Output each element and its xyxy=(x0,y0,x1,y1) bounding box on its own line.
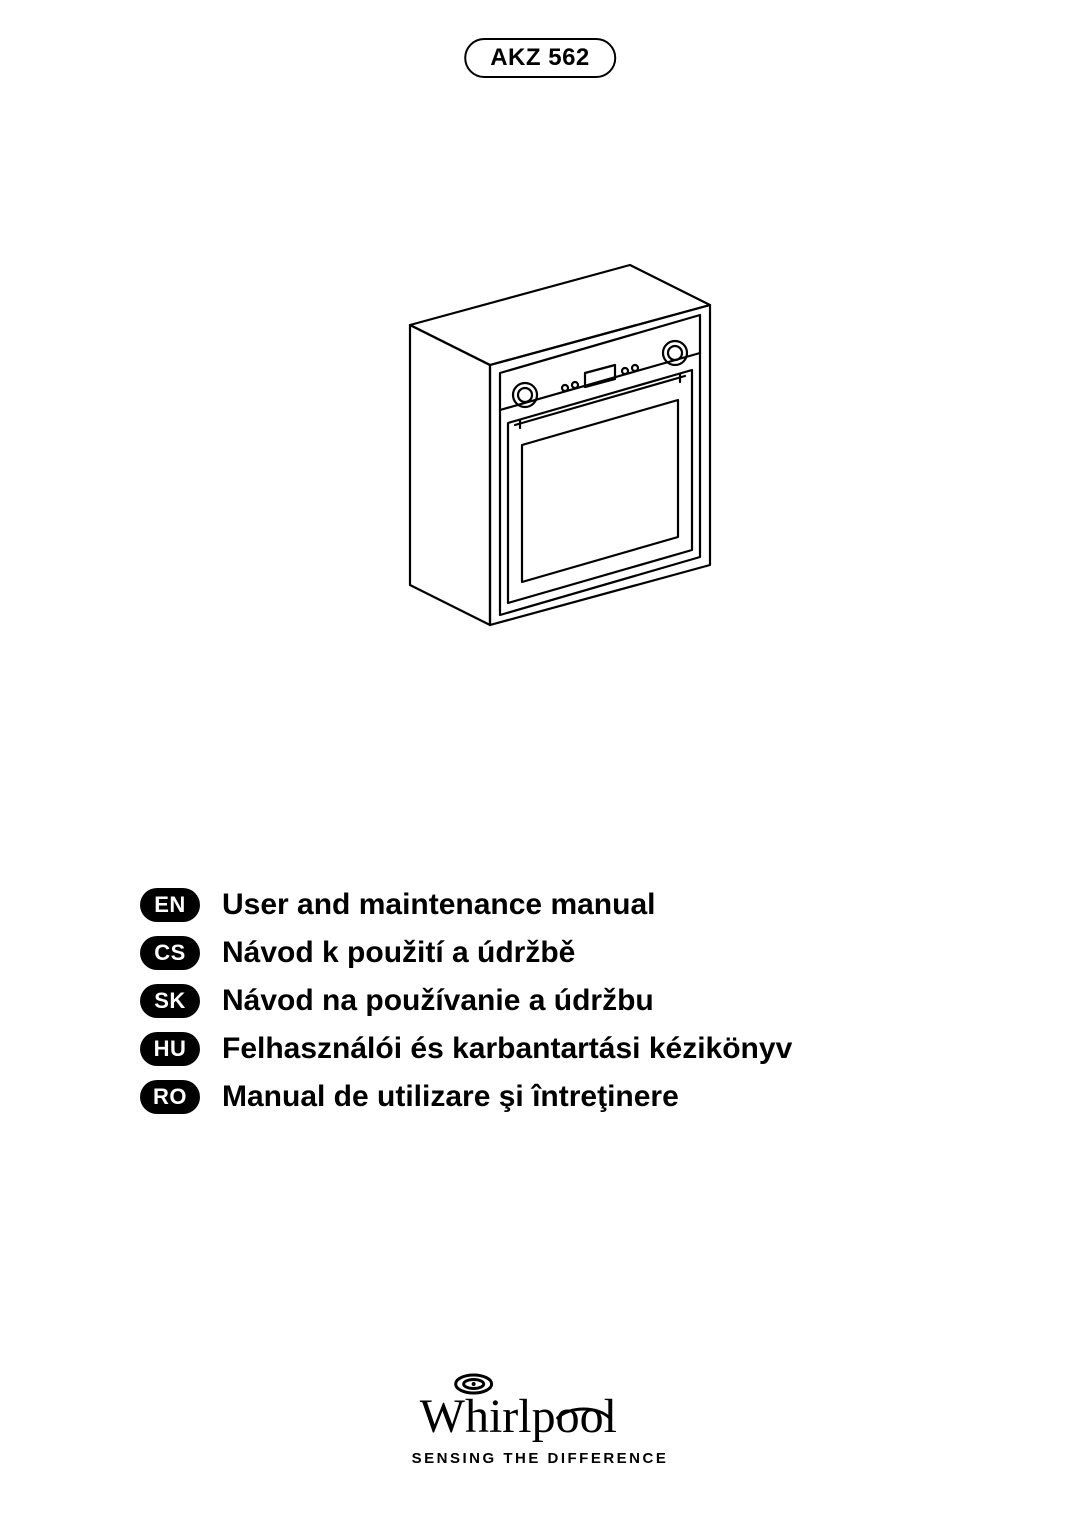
lang-code-pill: EN xyxy=(140,888,200,922)
language-row: SK Návod na používanie a údržbu xyxy=(140,984,980,1018)
brand-block: Whirlpool SENSING THE DIFFERENCE xyxy=(412,1370,669,1467)
brand-logo-icon: Whirlpool xyxy=(420,1370,660,1448)
language-row: HU Felhasználói és karbantartási kézikön… xyxy=(140,1032,980,1066)
product-illustration xyxy=(350,245,730,645)
brand-wordmark: Whirlpool xyxy=(420,1390,617,1443)
lang-title: User and maintenance manual xyxy=(222,888,655,922)
lang-title: Návod k použití a údržbě xyxy=(222,936,575,970)
lang-title: Manual de utilizare şi întreţinere xyxy=(222,1080,679,1114)
lang-title: Felhasználói és karbantartási kézikönyv xyxy=(222,1032,792,1066)
lang-code-pill: CS xyxy=(140,936,200,970)
lang-code-pill: HU xyxy=(140,1032,200,1066)
language-row: RO Manual de utilizare şi întreţinere xyxy=(140,1080,980,1114)
brand-tagline: SENSING THE DIFFERENCE xyxy=(412,1450,669,1467)
language-row: EN User and maintenance manual xyxy=(140,888,980,922)
language-row: CS Návod k použití a údržbě xyxy=(140,936,980,970)
lang-code-pill: RO xyxy=(140,1080,200,1114)
model-badge: AKZ 562 xyxy=(464,38,616,78)
lang-title: Návod na používanie a údržbu xyxy=(222,984,654,1018)
lang-code-pill: SK xyxy=(140,984,200,1018)
model-number: AKZ 562 xyxy=(490,44,590,71)
language-list: EN User and maintenance manual CS Návod … xyxy=(140,888,980,1128)
